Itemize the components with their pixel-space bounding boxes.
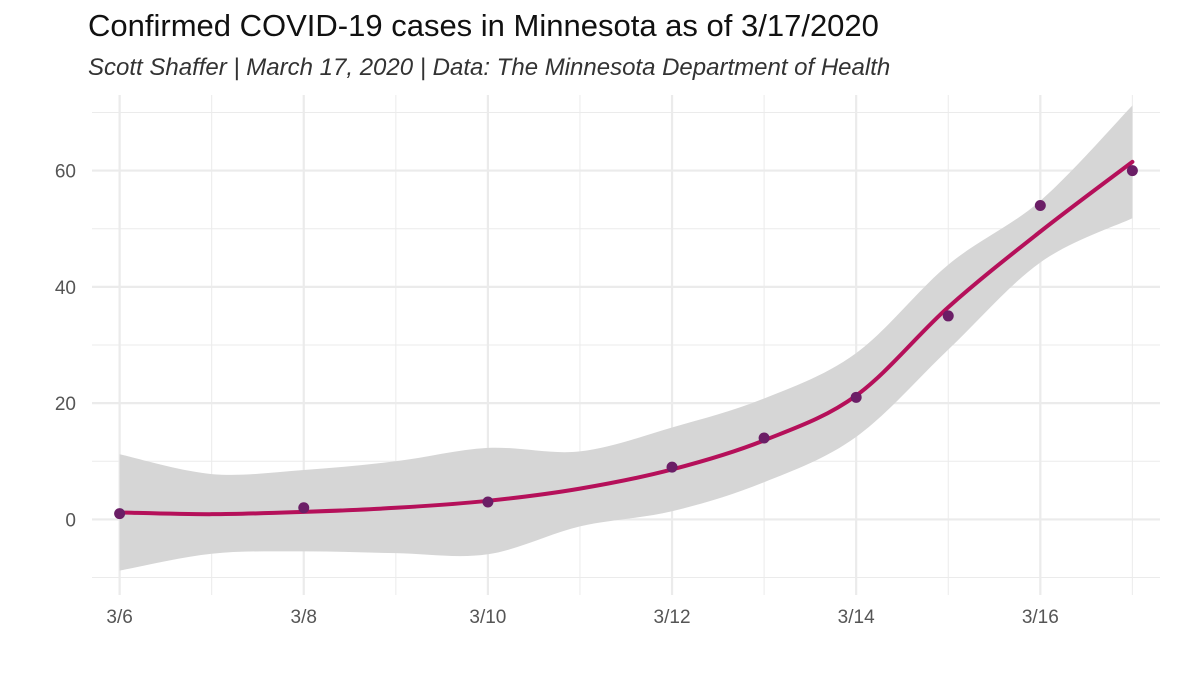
y-tick-label: 60	[55, 162, 76, 183]
data-point	[482, 496, 494, 508]
data-point	[298, 502, 310, 514]
y-tick-label: 0	[65, 510, 76, 531]
confidence-band	[119, 105, 1133, 571]
axis-labels-layer: 3/6 3/8 3/10 3/12 3/14 3/16 0 20 40 60	[55, 162, 1059, 628]
x-tick-label: 3/6	[106, 607, 132, 628]
y-tick-label: 40	[55, 278, 76, 299]
x-tick-label: 3/8	[291, 607, 317, 628]
data-point	[666, 461, 678, 473]
y-tick-label: 20	[55, 394, 76, 415]
data-point	[114, 508, 126, 520]
data-point	[758, 432, 770, 444]
x-tick-label: 3/14	[838, 607, 875, 628]
x-tick-label: 3/12	[654, 607, 691, 628]
data-point	[942, 310, 954, 322]
data-point	[1126, 165, 1138, 177]
data-points-layer	[114, 165, 1138, 520]
data-point	[1034, 199, 1046, 211]
confidence-band-layer	[119, 105, 1133, 571]
data-point	[850, 391, 862, 403]
chart-subtitle: Scott Shaffer | March 17, 2020 | Data: T…	[88, 54, 891, 81]
x-tick-label: 3/16	[1022, 607, 1059, 628]
chart-title: Confirmed COVID-19 cases in Minnesota as…	[88, 8, 879, 43]
x-tick-label: 3/10	[469, 607, 506, 628]
